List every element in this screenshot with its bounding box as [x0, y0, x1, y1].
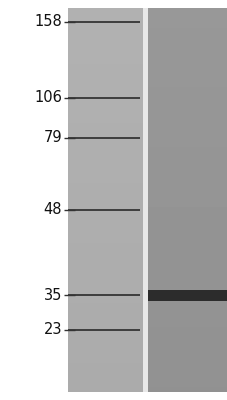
Bar: [147, 290, 227, 300]
Text: 23: 23: [43, 322, 62, 338]
Bar: [142, 8, 147, 392]
Text: 158: 158: [34, 14, 62, 30]
Bar: [68, 8, 142, 392]
Text: 35: 35: [43, 288, 62, 302]
Text: 48: 48: [43, 202, 62, 218]
Text: 79: 79: [43, 130, 62, 146]
Text: 106: 106: [34, 90, 62, 106]
